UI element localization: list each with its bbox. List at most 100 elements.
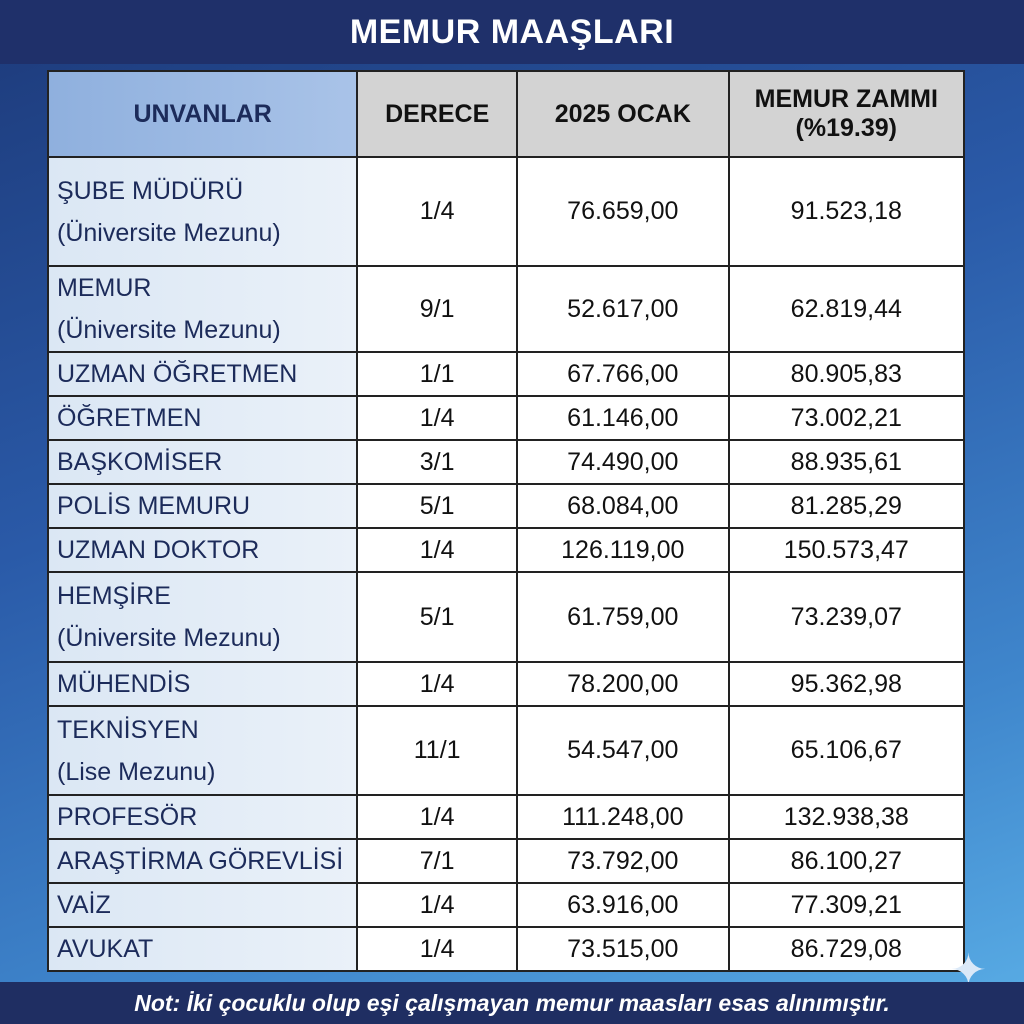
cell-unvan: AVUKAT [46, 926, 359, 972]
header-unvanlar: UNVANLAR [46, 70, 359, 158]
cell-derece: 9/1 [356, 265, 519, 353]
table-row: MÜHENDİS 1/4 78.200,00 95.362,98 [46, 661, 966, 707]
unvan-title: ŞUBE MÜDÜRÜ [57, 176, 244, 205]
unvan-subtitle: (Üniversite Mezunu) [57, 218, 281, 247]
cell-ocak: 68.084,00 [516, 483, 730, 529]
cell-derece: 1/4 [356, 926, 519, 972]
unvan-title: PROFESÖR [57, 803, 198, 831]
cell-unvan: HEMŞİRE (Üniversite Mezunu) [46, 571, 359, 663]
cell-derece: 11/1 [356, 705, 519, 796]
unvan-subtitle: (Üniversite Mezunu) [57, 624, 281, 652]
table-row: PROFESÖR 1/4 111.248,00 132.938,38 [46, 794, 966, 840]
table-row: VAİZ 1/4 63.916,00 77.309,21 [46, 882, 966, 928]
cell-derece: 1/4 [356, 395, 519, 441]
unvan-title: MÜHENDİS [57, 670, 191, 698]
table-row: ÖĞRETMEN 1/4 61.146,00 73.002,21 [46, 395, 966, 441]
cell-zam: 77.309,21 [727, 882, 966, 928]
cell-zam: 86.100,27 [727, 838, 966, 884]
cell-zam: 62.819,44 [727, 265, 966, 353]
unvan-title: HEMŞİRE [57, 582, 171, 610]
cell-derece: 7/1 [356, 838, 519, 884]
cell-zam: 73.002,21 [727, 395, 966, 441]
cell-ocak: 61.146,00 [516, 395, 730, 441]
cell-ocak: 73.792,00 [516, 838, 730, 884]
table-row: BAŞKOMİSER 3/1 74.490,00 88.935,61 [46, 439, 966, 485]
cell-zam: 150.573,47 [727, 527, 966, 573]
cell-derece: 5/1 [356, 483, 519, 529]
unvan-title: BAŞKOMİSER [57, 448, 223, 476]
cell-zam: 132.938,38 [727, 794, 966, 840]
unvan-subtitle: (Üniversite Mezunu) [57, 316, 281, 344]
table-row: AVUKAT 1/4 73.515,00 86.729,08 [46, 926, 966, 972]
cell-derece: 1/4 [356, 661, 519, 707]
cell-unvan: ŞUBE MÜDÜRÜ (Üniversite Mezunu) [46, 156, 359, 267]
cell-zam: 80.905,83 [727, 351, 966, 397]
header-zam-line2: (%19.39) [795, 114, 897, 142]
header-row: UNVANLAR DERECE 2025 OCAK MEMUR ZAMMI (%1… [46, 70, 966, 158]
table-row: ŞUBE MÜDÜRÜ (Üniversite Mezunu) 1/4 76.659,… [46, 156, 966, 267]
cell-derece: 1/1 [356, 351, 519, 397]
cell-derece: 3/1 [356, 439, 519, 485]
table-row: HEMŞİRE (Üniversite Mezunu) 5/1 61.759,00 73… [46, 571, 966, 663]
header-derece: DERECE [356, 70, 519, 158]
cell-zam: 91.523,18 [727, 156, 966, 267]
header-memur-zammi: MEMUR ZAMMI (%19.39) [727, 70, 966, 158]
cell-zam: 86.729,08 [727, 926, 966, 972]
header-zam-line1: MEMUR ZAMMI [754, 85, 938, 113]
cell-unvan: UZMAN ÖĞRETMEN [46, 351, 359, 397]
footer-note: Not: İki çocuklu olup eşi çalışmayan mem… [134, 989, 890, 1016]
cell-unvan: TEKNİSYEN (Lise Mezunu) [46, 705, 359, 796]
unvan-title: UZMAN ÖĞRETMEN [57, 360, 298, 388]
footer-note-bar: Not: İki çocuklu olup eşi çalışmayan mem… [0, 982, 1024, 1024]
table-row: UZMAN ÖĞRETMEN 1/1 67.766,00 80.905,83 [46, 351, 966, 397]
table-row: ARAŞTİRMA GÖREVLİSİ 7/1 73.792,00 86.100,27 [46, 838, 966, 884]
unvan-title: POLİS MEMURU [57, 492, 251, 520]
unvan-title: MEMUR [57, 274, 152, 302]
cell-ocak: 54.547,00 [516, 705, 730, 796]
unvan-title: UZMAN DOKTOR [57, 536, 260, 564]
cell-zam: 95.362,98 [727, 661, 966, 707]
table-row: MEMUR (Üniversite Mezunu) 9/1 52.617,00 62.8… [46, 265, 966, 353]
cell-unvan: POLİS MEMURU [46, 483, 359, 529]
cell-derece: 1/4 [356, 882, 519, 928]
unvan-title: VAİZ [57, 891, 111, 919]
cell-zam: 73.239,07 [727, 571, 966, 663]
cell-ocak: 52.617,00 [516, 265, 730, 353]
cell-unvan: MÜHENDİS [46, 661, 359, 707]
page-title: MEMUR MAAŞLARI [349, 12, 675, 51]
cell-derece: 1/4 [356, 794, 519, 840]
unvan-title: ARAŞTİRMA GÖREVLİSİ [57, 847, 344, 875]
cell-ocak: 61.759,00 [516, 571, 730, 663]
cell-derece: 1/4 [356, 527, 519, 573]
cell-ocak: 73.515,00 [516, 926, 730, 972]
cell-zam: 81.285,29 [727, 483, 966, 529]
cell-ocak: 76.659,00 [516, 156, 730, 267]
cell-derece: 1/4 [356, 156, 519, 267]
cell-zam: 65.106,67 [727, 705, 966, 796]
table-row: TEKNİSYEN (Lise Mezunu) 11/1 54.547,00 65.10… [46, 705, 966, 796]
cell-unvan: UZMAN DOKTOR [46, 527, 359, 573]
header-2025-ocak: 2025 OCAK [516, 70, 730, 158]
cell-derece: 5/1 [356, 571, 519, 663]
unvan-title: ÖĞRETMEN [57, 404, 202, 432]
cell-unvan: VAİZ [46, 882, 359, 928]
cell-ocak: 111.248,00 [516, 794, 730, 840]
unvan-title: AVUKAT [57, 935, 154, 963]
unvan-subtitle: (Lise Mezunu) [57, 757, 216, 786]
title-bar: MEMUR MAAŞLARI [0, 0, 1024, 64]
cell-unvan: PROFESÖR [46, 794, 359, 840]
unvan-title: TEKNİSYEN [57, 715, 199, 744]
cell-unvan: ARAŞTİRMA GÖREVLİSİ [46, 838, 359, 884]
table-row: POLİS MEMURU 5/1 68.084,00 81.285,29 [46, 483, 966, 529]
cell-ocak: 126.119,00 [516, 527, 730, 573]
salary-table: UNVANLAR DERECE 2025 OCAK MEMUR ZAMMI (%1… [46, 70, 966, 972]
table-row: UZMAN DOKTOR 1/4 126.119,00 150.573,47 [46, 527, 966, 573]
cell-unvan: MEMUR (Üniversite Mezunu) [46, 265, 359, 353]
cell-ocak: 78.200,00 [516, 661, 730, 707]
cell-unvan: BAŞKOMİSER [46, 439, 359, 485]
cell-zam: 88.935,61 [727, 439, 966, 485]
cell-ocak: 67.766,00 [516, 351, 730, 397]
cell-ocak: 74.490,00 [516, 439, 730, 485]
cell-unvan: ÖĞRETMEN [46, 395, 359, 441]
cell-ocak: 63.916,00 [516, 882, 730, 928]
